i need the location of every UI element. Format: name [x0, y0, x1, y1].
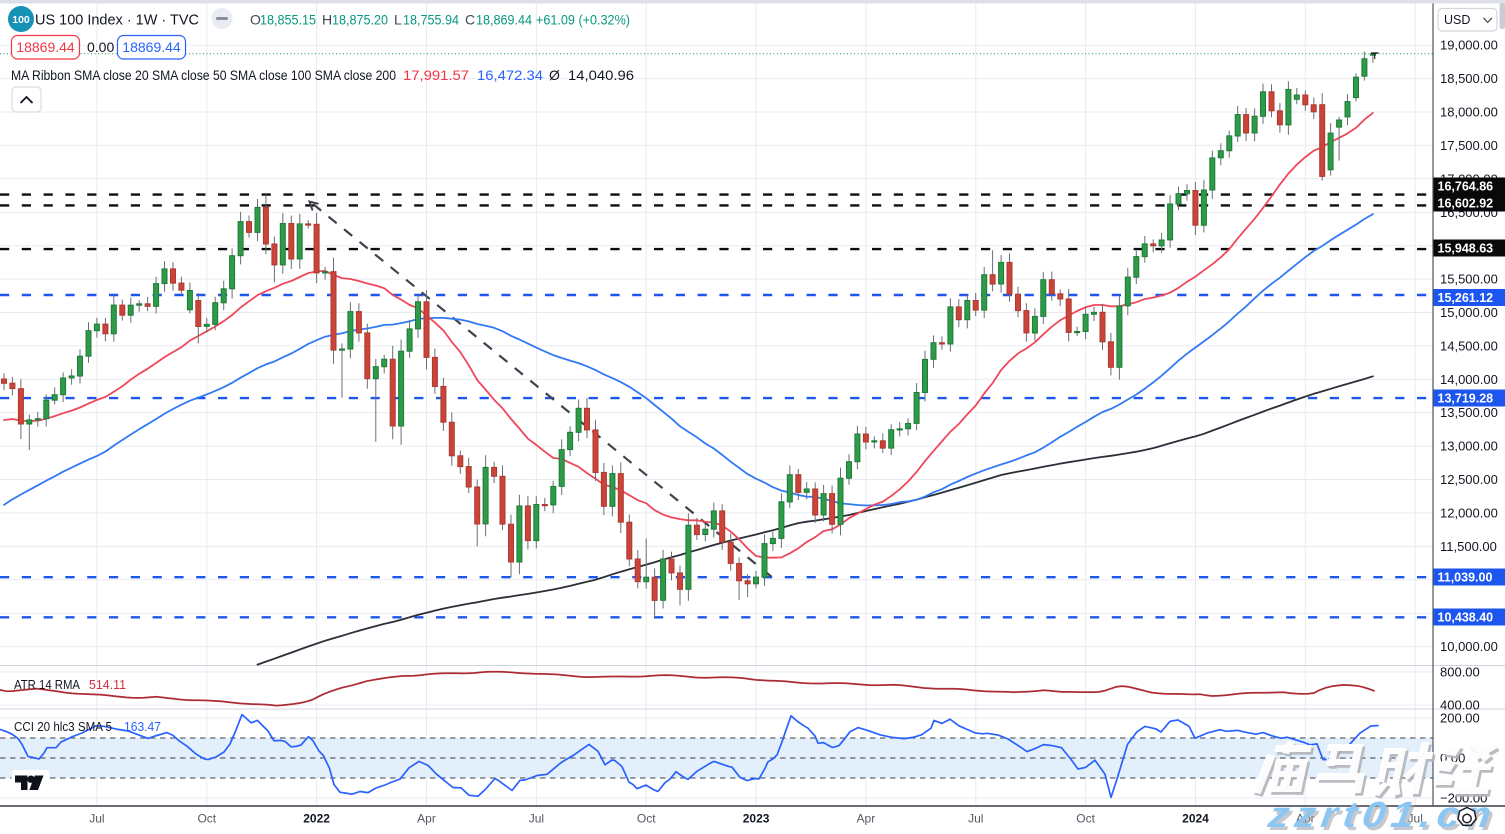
svg-text:Apr: Apr	[857, 812, 876, 826]
svg-text:14,040.96: 14,040.96	[568, 67, 634, 83]
svg-text:0.00: 0.00	[87, 39, 114, 55]
svg-text:18,869.44: 18,869.44	[476, 12, 532, 28]
svg-text:Jul: Jul	[89, 812, 104, 826]
svg-text:100: 100	[12, 14, 30, 26]
svg-text:12,000.00: 12,000.00	[1440, 505, 1498, 520]
svg-text:13,719.28: 13,719.28	[1438, 392, 1494, 406]
svg-text:11,039.00: 11,039.00	[1438, 571, 1493, 585]
svg-text:163.47: 163.47	[124, 719, 161, 734]
svg-text:16,602.92: 16,602.92	[1438, 197, 1494, 211]
svg-text:13,000.00: 13,000.00	[1440, 439, 1498, 454]
svg-text:17,991.57: 17,991.57	[403, 67, 469, 83]
svg-text:18,755.94: 18,755.94	[403, 12, 459, 28]
svg-text:18,500.00: 18,500.00	[1440, 71, 1498, 86]
svg-text:200.00: 200.00	[1440, 711, 1480, 726]
svg-text:15,261.12: 15,261.12	[1438, 291, 1494, 305]
svg-text:18,855.15: 18,855.15	[260, 12, 316, 28]
svg-text:14,500.00: 14,500.00	[1440, 338, 1498, 353]
svg-text:Oct: Oct	[637, 812, 656, 826]
svg-text:514.11: 514.11	[89, 677, 126, 692]
svg-text:USD: USD	[1444, 13, 1470, 27]
svg-text:18,875.20: 18,875.20	[332, 12, 388, 28]
svg-text:+61.09 (+0.32%): +61.09 (+0.32%)	[536, 12, 630, 28]
svg-text:18869.44: 18869.44	[16, 39, 75, 55]
svg-text:Oct: Oct	[1076, 812, 1095, 826]
svg-text:CCI 20 hlc3 SMA 5: CCI 20 hlc3 SMA 5	[14, 719, 112, 734]
svg-text:18,000.00: 18,000.00	[1440, 105, 1498, 120]
svg-text:Ø: Ø	[549, 67, 560, 83]
svg-text:2022: 2022	[303, 812, 330, 826]
svg-text:2024: 2024	[1182, 812, 1209, 826]
svg-text:L: L	[394, 12, 402, 28]
svg-text:Jul: Jul	[529, 812, 544, 826]
svg-text:Apr: Apr	[417, 812, 436, 826]
svg-text:12,500.00: 12,500.00	[1440, 472, 1498, 487]
svg-text:17,500.00: 17,500.00	[1440, 138, 1498, 153]
svg-text:MA Ribbon SMA close 20 SMA clo: MA Ribbon SMA close 20 SMA close 50 SMA …	[11, 67, 396, 83]
svg-text:C: C	[465, 12, 475, 28]
svg-text:15,000.00: 15,000.00	[1440, 305, 1498, 320]
svg-text:16,472.34: 16,472.34	[477, 67, 543, 83]
svg-text:15,500.00: 15,500.00	[1440, 272, 1498, 287]
svg-text:11,500.00: 11,500.00	[1440, 539, 1497, 554]
svg-text:18869.44: 18869.44	[122, 39, 181, 55]
svg-text:19,000.00: 19,000.00	[1440, 38, 1498, 53]
svg-text:16,764.86: 16,764.86	[1438, 180, 1494, 194]
svg-text:US 100 Index · 1W · TVC: US 100 Index · 1W · TVC	[35, 12, 199, 29]
svg-text:400.00: 400.00	[1440, 698, 1480, 713]
svg-text:800.00: 800.00	[1440, 665, 1480, 680]
svg-text:2023: 2023	[743, 812, 770, 826]
svg-text:ATR 14 RMA: ATR 14 RMA	[14, 677, 80, 692]
svg-text:O: O	[250, 12, 261, 28]
svg-text:15,948.63: 15,948.63	[1438, 242, 1494, 256]
svg-text:H: H	[322, 12, 332, 28]
svg-text:10,438.40: 10,438.40	[1438, 611, 1494, 625]
svg-text:Jul: Jul	[1408, 812, 1423, 826]
svg-text:13,500.00: 13,500.00	[1440, 405, 1498, 420]
svg-text:14,000.00: 14,000.00	[1440, 372, 1498, 387]
svg-text:10,000.00: 10,000.00	[1440, 639, 1498, 654]
svg-text:Apr: Apr	[1296, 812, 1315, 826]
svg-text:Oct: Oct	[197, 812, 216, 826]
svg-text:Jul: Jul	[968, 812, 983, 826]
